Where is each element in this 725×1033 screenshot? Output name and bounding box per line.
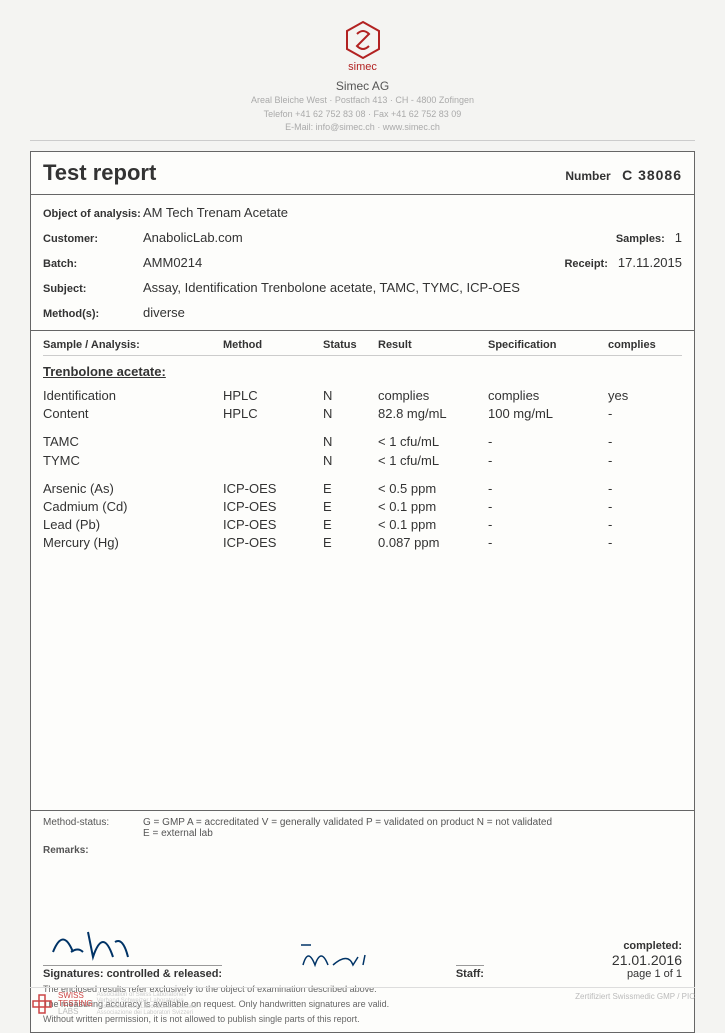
logo-text: simec — [30, 61, 695, 73]
company-address-2: Telefon +41 62 752 83 08 · Fax +41 62 75… — [30, 109, 695, 121]
object-label: Object of analysis: — [43, 208, 143, 220]
legend-line-2: E = external lab — [143, 828, 552, 839]
customer-label: Customer: — [43, 233, 143, 245]
legend-block: Method-status: G = GMP A = accreditated … — [31, 811, 694, 916]
title-row: Test report Number C 38086 — [31, 152, 694, 195]
number-value: C 38086 — [622, 167, 682, 183]
footer-cert: Zertifiziert Swissmedic GMP / PIC — [575, 992, 695, 1016]
company-address-3: E-Mail: info@simec.ch · www.simec.ch — [30, 122, 695, 134]
page-number: page 1 of 1 — [542, 968, 682, 980]
th-sample: Sample / Analysis: — [43, 339, 223, 351]
table-row: TYMCN< 1 cfu/mL-- — [43, 452, 682, 470]
subject-label: Subject: — [43, 283, 143, 295]
th-status: Status — [323, 339, 378, 351]
footer-assoc: Association of Swiss Laboratories Verban… — [97, 992, 197, 1016]
methods-label: Method(s): — [43, 308, 143, 320]
table-row: Mercury (Hg)ICP-OESE0.087 ppm-- — [43, 534, 682, 552]
report-title: Test report — [43, 160, 156, 186]
completed-value: 21.01.2016 — [542, 952, 682, 968]
th-complies: complies — [608, 339, 678, 351]
th-result: Result — [378, 339, 488, 351]
company-name: Simec AG — [30, 79, 695, 93]
table-row: Cadmium (Cd)ICP-OESE< 0.1 ppm-- — [43, 498, 682, 516]
header-divider — [30, 140, 695, 141]
batch-value: AMM0214 — [143, 255, 564, 270]
table-row: Arsenic (As)ICP-OESE< 0.5 ppm-- — [43, 480, 682, 498]
report-box: Test report Number C 38086 Object of ana… — [30, 151, 695, 1033]
legend-label: Method-status: — [43, 817, 143, 839]
analysis-table: Sample / Analysis: Method Status Result … — [31, 331, 694, 811]
receipt-label: Receipt: — [564, 258, 607, 270]
meta-block: Object of analysis: AM Tech Trenam Aceta… — [31, 195, 694, 331]
batch-label: Batch: — [43, 258, 143, 270]
th-spec: Specification — [488, 339, 608, 351]
subject-value: Assay, Identification Trenbolone acetate… — [143, 280, 682, 295]
section-title: Trenbolone acetate: — [43, 364, 682, 379]
table-row: TAMCN< 1 cfu/mL-- — [43, 433, 682, 451]
company-address-1: Areal Bleiche West · Postfach 413 · CH -… — [30, 95, 695, 107]
completed-label: completed: — [542, 940, 682, 952]
sig-staff-label: Staff: — [456, 965, 484, 980]
table-row: IdentificationHPLCNcompliescompliesyes — [43, 387, 682, 405]
company-logo: simec — [30, 20, 695, 73]
table-header: Sample / Analysis: Method Status Result … — [43, 339, 682, 356]
customer-value: AnabolicLab.com — [143, 230, 616, 245]
legend-line-1: G = GMP A = accreditated V = generally v… — [143, 817, 552, 828]
samples-label: Samples: — [616, 233, 665, 245]
th-method: Method — [223, 339, 323, 351]
receipt-value: 17.11.2015 — [618, 255, 682, 270]
table-row: Lead (Pb)ICP-OESE< 0.1 ppm-- — [43, 516, 682, 534]
sig-left-label: Signatures: controlled & released: — [43, 965, 222, 980]
signature-staff — [293, 937, 453, 977]
object-value: AM Tech Trenam Acetate — [143, 205, 682, 220]
signature-controlled — [43, 922, 203, 962]
number-label: Number — [565, 169, 610, 183]
samples-value: 1 — [675, 230, 682, 245]
swiss-testing-mark: SWISS TESTING LABS Association of Swiss … — [30, 992, 196, 1016]
page-footer: SWISS TESTING LABS Association of Swiss … — [30, 987, 695, 1016]
methods-value: diverse — [143, 305, 682, 320]
remarks-label: Remarks: — [43, 845, 682, 856]
table-row: ContentHPLCN82.8 mg/mL100 mg/mL- — [43, 405, 682, 423]
